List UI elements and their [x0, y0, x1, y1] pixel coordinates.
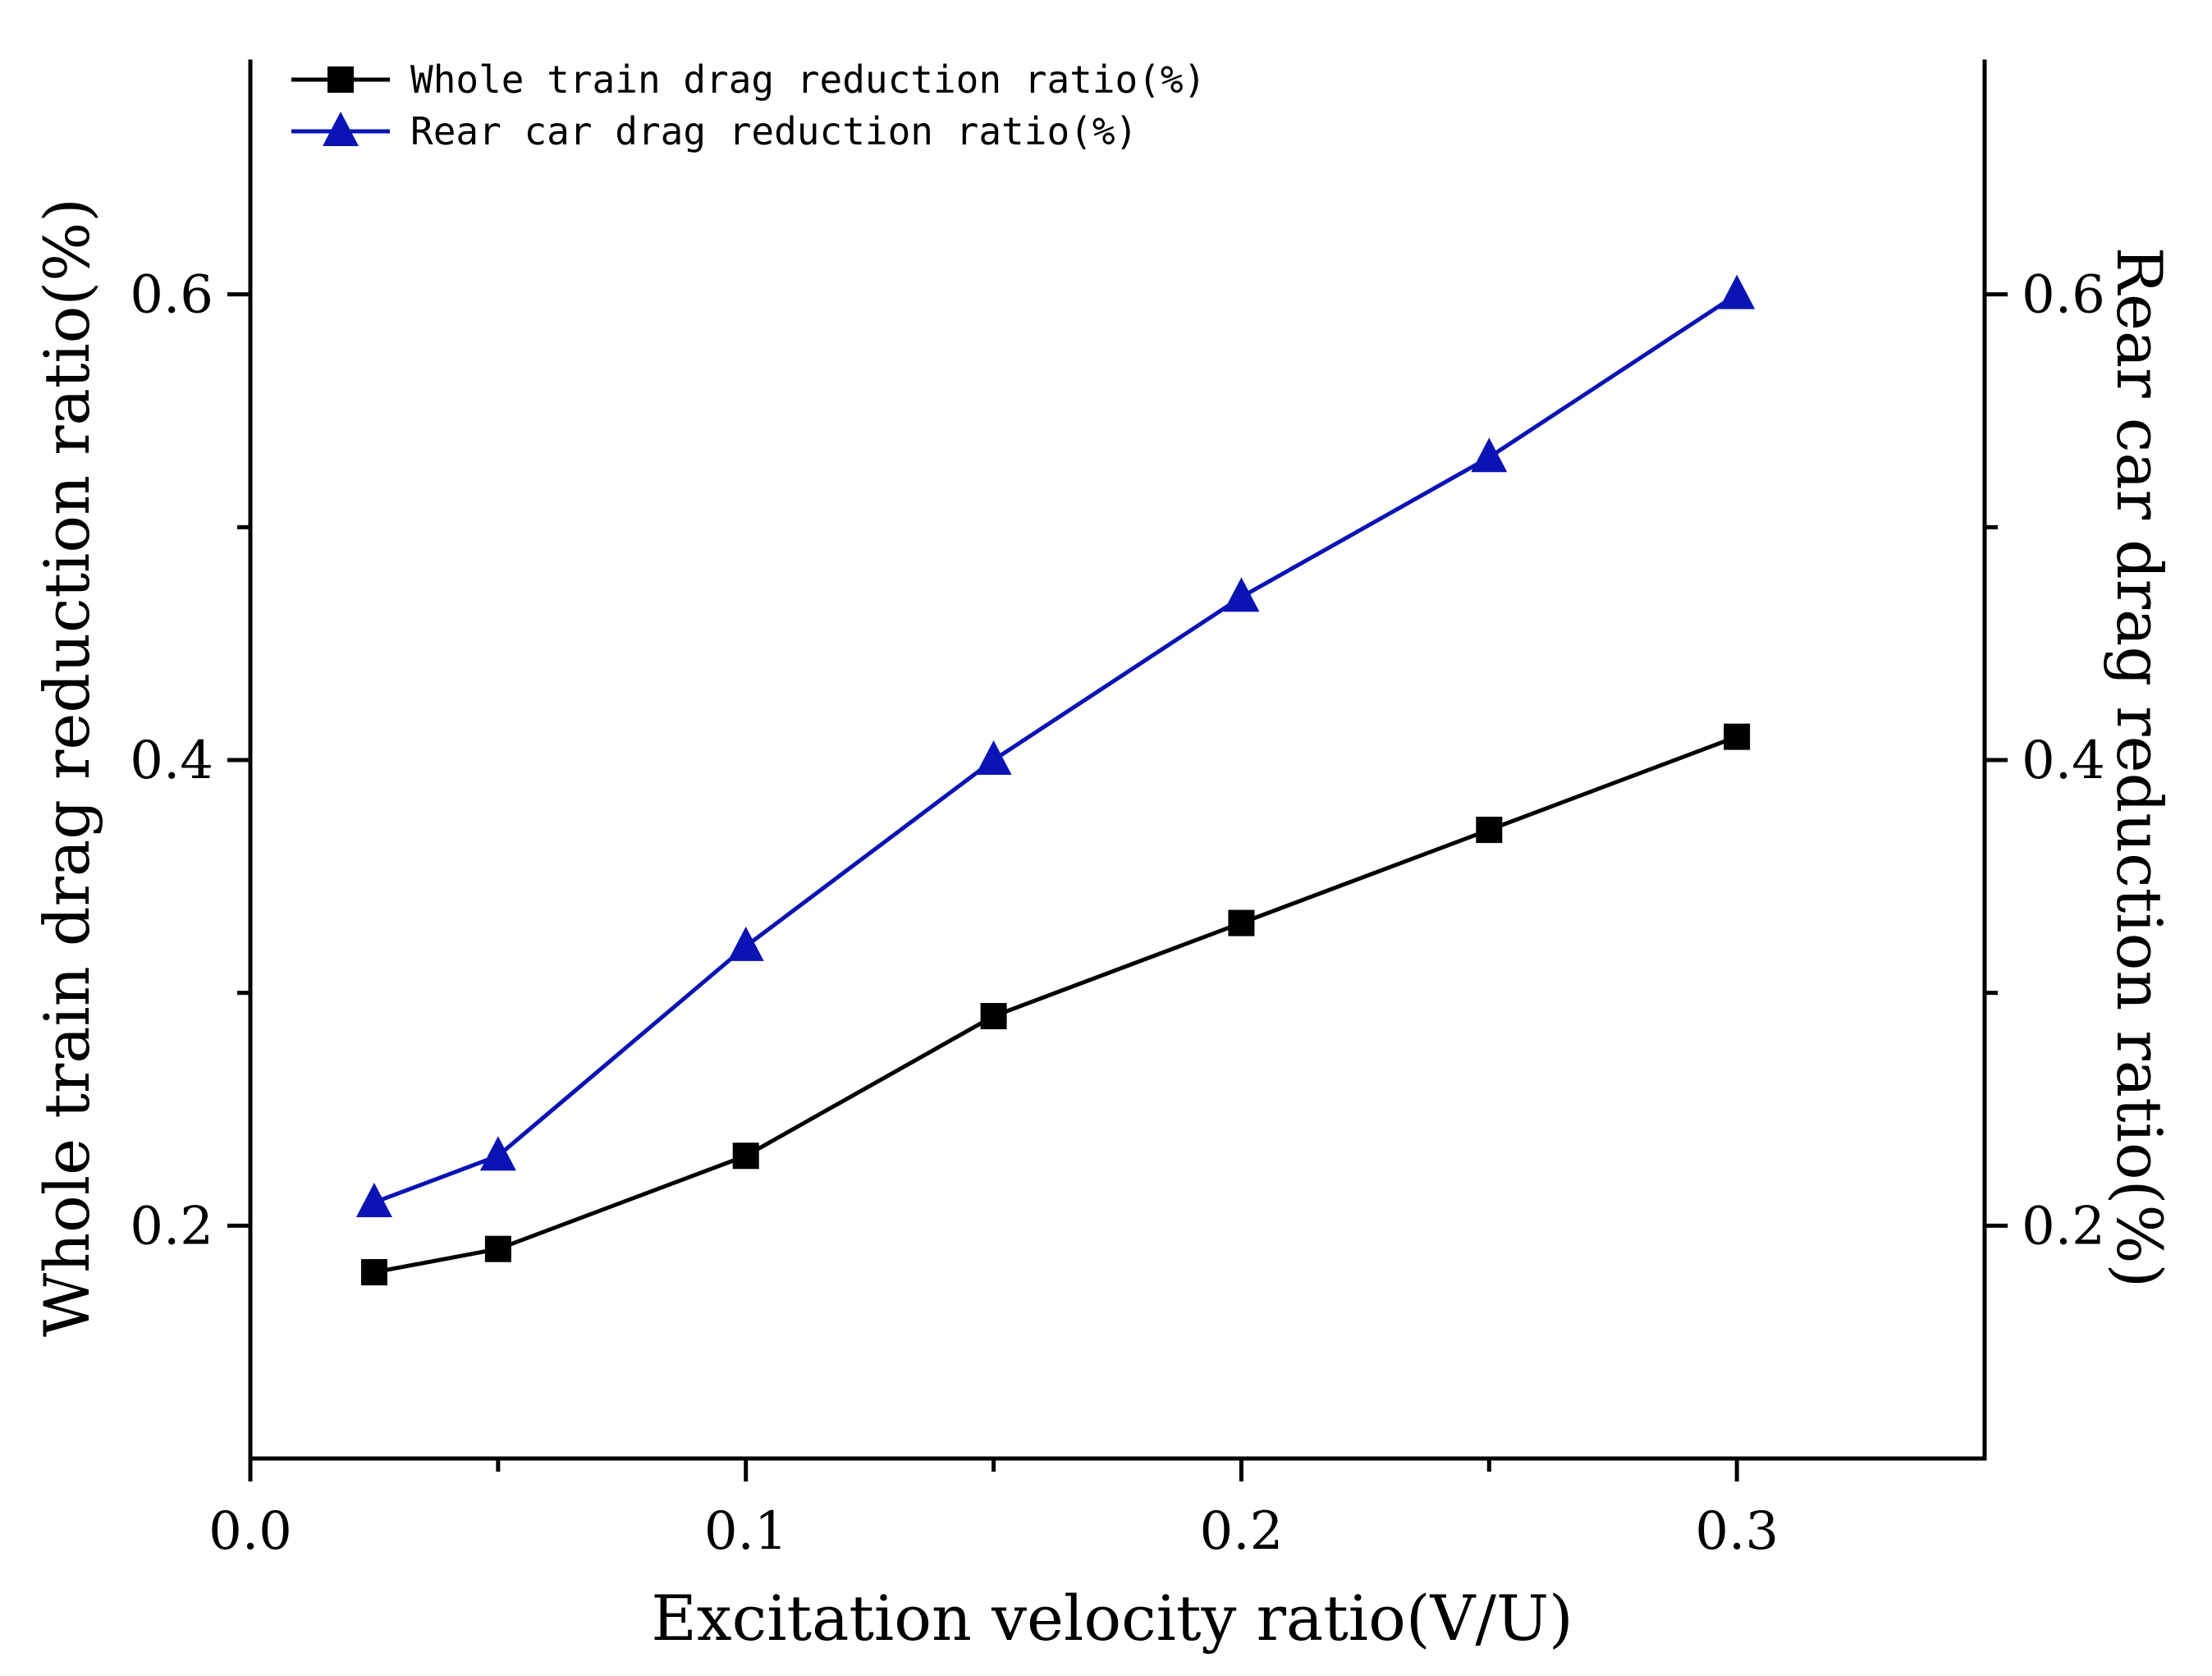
data-point	[1223, 577, 1260, 612]
data-point	[360, 1259, 387, 1286]
legend-label: Rear car drag reduction ratio(%)	[410, 109, 1138, 153]
left-y-tick-label: 0.4	[130, 730, 213, 791]
data-point	[1719, 274, 1756, 309]
x-tick-label: 0.3	[1695, 1501, 1779, 1562]
x-axis-title: Excitation velocity ratio(V/U)	[651, 1582, 1573, 1655]
legend-item: Whole train drag reduction ratio(%)	[291, 57, 1206, 102]
legend: Whole train drag reduction ratio(%) Rear …	[291, 57, 1206, 153]
axes: 0.0 0.1 0.2 0.3 0.2 0.2 0.4 0.4 0.6 0.6	[130, 59, 2105, 1562]
series-whole-train	[360, 723, 1751, 1286]
right-y-axis-title: Rear car drag reduction ratio(%)	[2103, 247, 2176, 1288]
left-y-tick-label: 0.2	[130, 1196, 213, 1257]
data-point	[732, 1143, 759, 1170]
data-point	[1471, 437, 1508, 473]
x-tick-label: 0.1	[704, 1501, 788, 1562]
data-point	[980, 1003, 1007, 1030]
data-point	[1724, 723, 1751, 750]
data-point	[727, 926, 764, 961]
data-point	[975, 740, 1012, 775]
series-layer	[355, 274, 1756, 1286]
legend-item: Rear car drag reduction ratio(%)	[291, 109, 1138, 153]
series-rear-car	[355, 274, 1756, 1217]
right-y-tick-label: 0.2	[2022, 1196, 2105, 1257]
left-y-tick-label: 0.6	[130, 265, 213, 326]
data-point	[484, 1235, 511, 1262]
right-y-tick-label: 0.4	[2022, 730, 2105, 791]
x-tick-label: 0.2	[1200, 1501, 1284, 1562]
data-point	[1476, 817, 1503, 844]
axis-titles: Excitation velocity ratio(V/U) Whole tra…	[30, 198, 2176, 1655]
left-y-axis-title: Whole train drag reduction ratio(%)	[30, 198, 103, 1337]
data-point	[1228, 909, 1255, 936]
data-point	[479, 1136, 516, 1171]
right-y-tick-label: 0.6	[2022, 265, 2105, 326]
legend-triangle-marker-icon	[323, 112, 359, 146]
data-point	[355, 1182, 392, 1217]
legend-label: Whole train drag reduction ratio(%)	[410, 57, 1206, 102]
x-tick-label: 0.0	[208, 1501, 292, 1562]
legend-square-marker-icon	[327, 66, 354, 93]
